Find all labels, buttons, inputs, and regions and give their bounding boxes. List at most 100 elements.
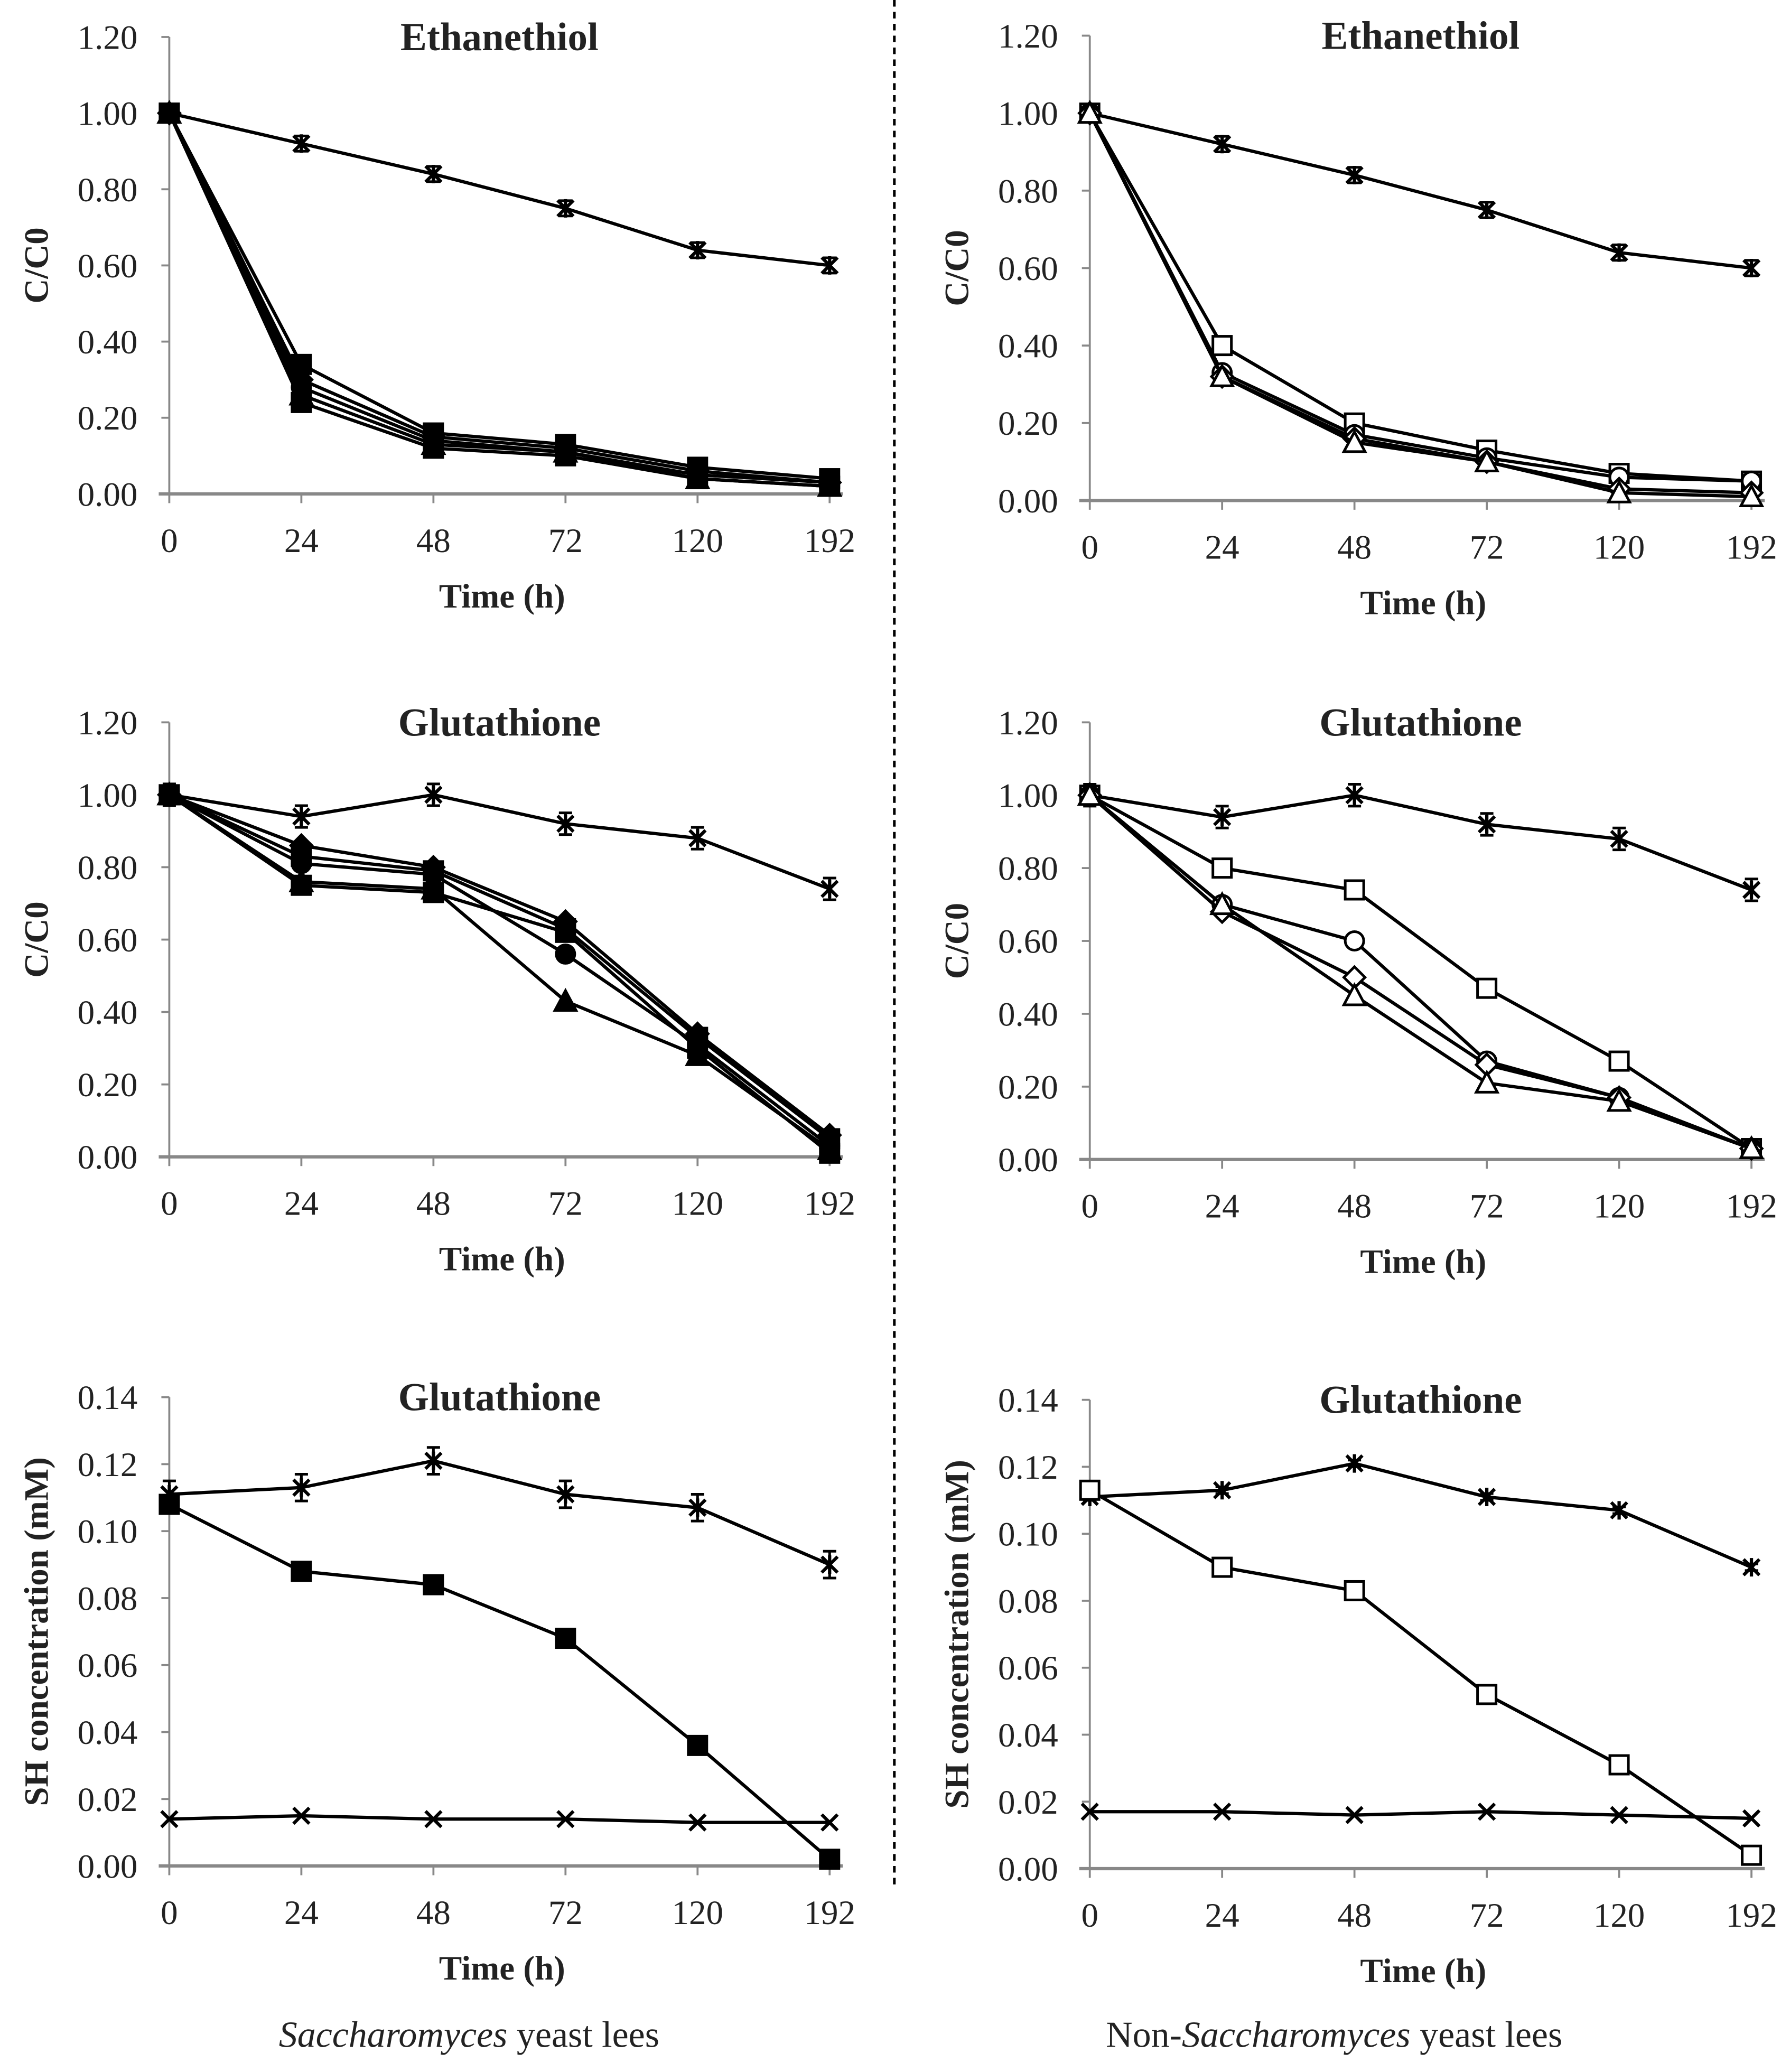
x-tick-label: 72 xyxy=(548,522,583,560)
x-tick-label: 48 xyxy=(416,1185,451,1223)
data-point xyxy=(555,445,576,466)
data-point xyxy=(1345,786,1364,805)
x-tick-label: 24 xyxy=(284,1894,319,1932)
data-point xyxy=(424,164,443,183)
series-line xyxy=(169,793,831,1137)
series-blank xyxy=(160,1806,839,1832)
data-point xyxy=(1077,781,1103,806)
data-point xyxy=(1477,815,1496,834)
x-tick-label: 72 xyxy=(548,1185,583,1223)
series-s2 xyxy=(156,100,842,495)
y-tick-label: 1.20 xyxy=(78,704,138,742)
x-tick-label: 192 xyxy=(1726,528,1777,566)
y-tick-label: 0.40 xyxy=(78,323,138,361)
series-line xyxy=(168,793,831,1151)
series-line xyxy=(167,112,830,484)
panel-5: 0.00 0.02 0.04 0.06 0.08 0.10 0.12 0.14 0 24 48 72 1… xyxy=(938,1378,1777,1990)
data-point xyxy=(687,468,708,490)
data-point xyxy=(555,943,576,965)
data-point xyxy=(1606,1088,1632,1112)
data-point xyxy=(556,1810,575,1828)
y-tick-label: 0.08 xyxy=(998,1582,1058,1620)
y-tick-label: 0.14 xyxy=(998,1382,1058,1420)
y-tick-label: 0.08 xyxy=(78,1580,138,1618)
y-tick-label: 0.00 xyxy=(998,1851,1058,1889)
data-point xyxy=(1610,1806,1628,1824)
x-tick-label: 192 xyxy=(804,1894,855,1932)
x-tick-label: 48 xyxy=(416,1894,451,1932)
series-line xyxy=(169,1502,831,1861)
series-line xyxy=(1089,794,1752,1150)
series-line xyxy=(169,793,831,891)
data-point xyxy=(1610,1501,1628,1520)
y-tick-label: 0.80 xyxy=(998,172,1058,210)
data-point xyxy=(688,241,707,260)
data-point xyxy=(1477,1487,1496,1506)
y-tick-label: 0.12 xyxy=(998,1449,1058,1487)
x-tick-label: 120 xyxy=(672,1185,723,1223)
panel-4: 0.00 0.02 0.04 0.06 0.08 0.10 0.12 0.14 0 24 48 72 1… xyxy=(17,1376,855,1987)
x-tick-label: 192 xyxy=(804,1185,855,1223)
data-point xyxy=(555,921,576,943)
data-point xyxy=(688,829,707,848)
caption-right-prefix: Non- xyxy=(1106,2015,1182,2056)
series-line xyxy=(1088,794,1752,1150)
data-point xyxy=(1213,1481,1232,1500)
data-point xyxy=(424,1810,443,1828)
x-tick-label: 120 xyxy=(672,1894,723,1932)
y-tick-label: 1.00 xyxy=(78,95,138,133)
series-s1 xyxy=(1079,785,1763,1160)
x-axis-label: Time (h) xyxy=(439,577,565,615)
caption-right-rest: yeast lees xyxy=(1411,2015,1563,2056)
data-point xyxy=(1345,1806,1364,1824)
series-s1 xyxy=(159,102,841,490)
series-lees xyxy=(159,1494,841,1870)
x-tick-label: 120 xyxy=(1593,1897,1645,1935)
data-point xyxy=(1742,1558,1761,1577)
data-point xyxy=(1077,99,1103,124)
data-point xyxy=(556,199,575,218)
series-s4 xyxy=(156,781,843,1161)
series-line xyxy=(167,112,830,484)
data-point xyxy=(821,1555,839,1574)
series-line xyxy=(169,111,830,267)
data-point xyxy=(291,1561,312,1582)
y-axis-label: SH concentration (mM) xyxy=(17,1457,55,1806)
x-tick-label: 72 xyxy=(1470,1188,1504,1226)
data-point xyxy=(292,1806,311,1825)
data-point xyxy=(688,1498,707,1517)
x-tick-label: 24 xyxy=(1205,1188,1239,1226)
y-tick-label: 0.06 xyxy=(998,1649,1058,1687)
series-line xyxy=(1088,112,1752,499)
series-s4 xyxy=(1077,99,1765,508)
y-tick-label: 0.60 xyxy=(998,250,1058,288)
y-tick-label: 0.00 xyxy=(78,1848,138,1886)
data-point xyxy=(819,1849,841,1870)
data-point xyxy=(1211,335,1233,357)
x-tick-label: 120 xyxy=(1593,1188,1645,1226)
x-tick-label: 24 xyxy=(1205,528,1239,566)
x-tick-label: 24 xyxy=(284,1185,319,1223)
data-point xyxy=(159,102,180,124)
x-tick-label: 48 xyxy=(416,522,451,560)
series-line xyxy=(169,1814,830,1824)
data-point xyxy=(424,1451,443,1470)
data-point xyxy=(1608,1050,1630,1072)
data-point xyxy=(1213,135,1232,154)
x-tick-label: 0 xyxy=(161,1894,178,1932)
series-line xyxy=(167,112,830,488)
x-axis-label: Time (h) xyxy=(439,1240,565,1278)
y-tick-label: 0.20 xyxy=(78,1066,138,1104)
x-tick-label: 0 xyxy=(1081,528,1098,566)
x-axis-label: Time (h) xyxy=(439,1949,565,1987)
series-control xyxy=(1080,104,1761,277)
data-point xyxy=(1344,879,1365,901)
data-point xyxy=(1080,1803,1099,1821)
data-point xyxy=(687,1734,708,1756)
data-point xyxy=(292,807,311,826)
data-point xyxy=(1477,1803,1496,1821)
data-point xyxy=(553,987,579,1012)
data-point xyxy=(1608,1754,1630,1776)
series-control xyxy=(160,1446,839,1580)
data-point xyxy=(1345,1454,1364,1473)
